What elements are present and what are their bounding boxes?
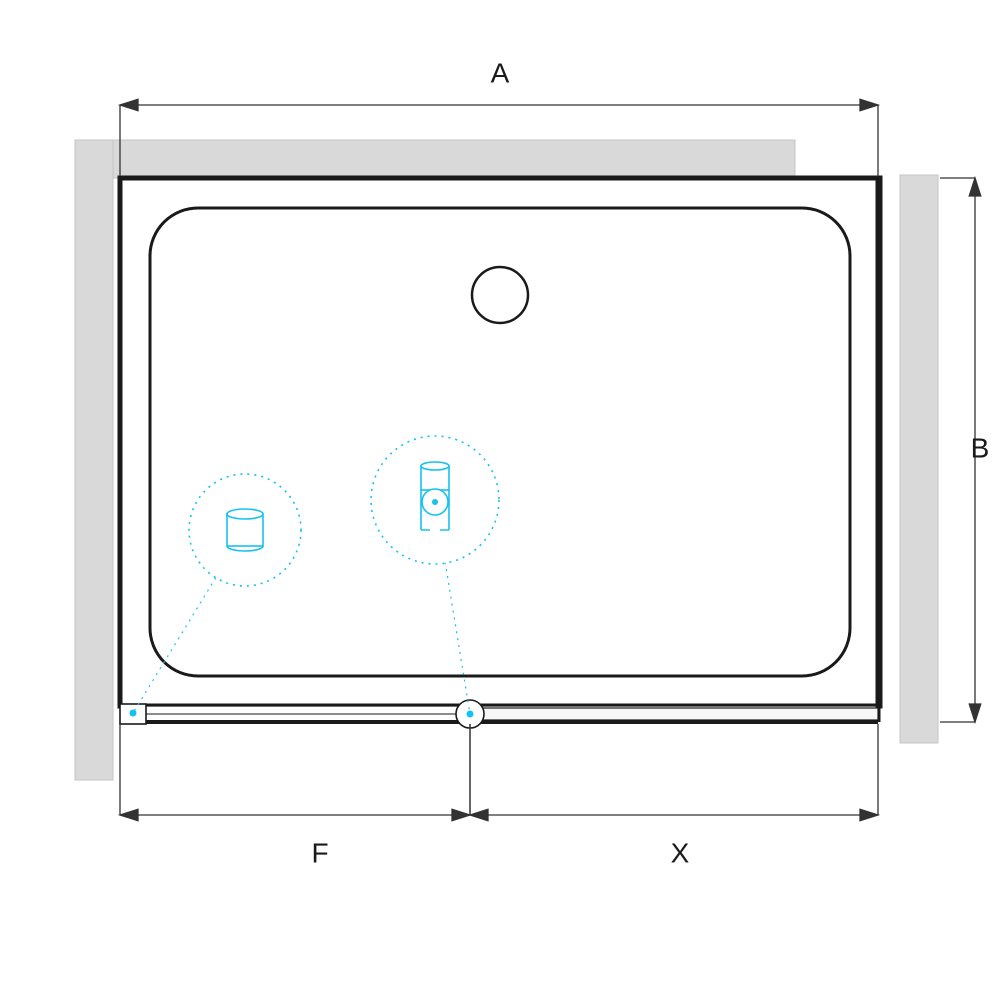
door-fixed-panel [470, 708, 878, 720]
wall-left [75, 140, 113, 780]
callout-hinge-anchor [130, 710, 137, 717]
hinge-icon-top [227, 509, 263, 519]
diagram-canvas: A B F X [0, 0, 1000, 1000]
roller-icon-axle [432, 499, 438, 505]
dim-label-B: B [971, 432, 990, 463]
callout-hinge-bubble [189, 474, 301, 586]
callout-roller-anchor [467, 711, 474, 718]
tray-outer [120, 178, 880, 706]
roller-icon-top [421, 462, 449, 470]
wall-right [900, 175, 938, 743]
wall-top [75, 140, 795, 178]
dim-label-A: A [491, 57, 510, 88]
drain-hole [472, 267, 528, 323]
dim-label-X: X [671, 837, 690, 868]
dim-label-F: F [311, 837, 328, 868]
